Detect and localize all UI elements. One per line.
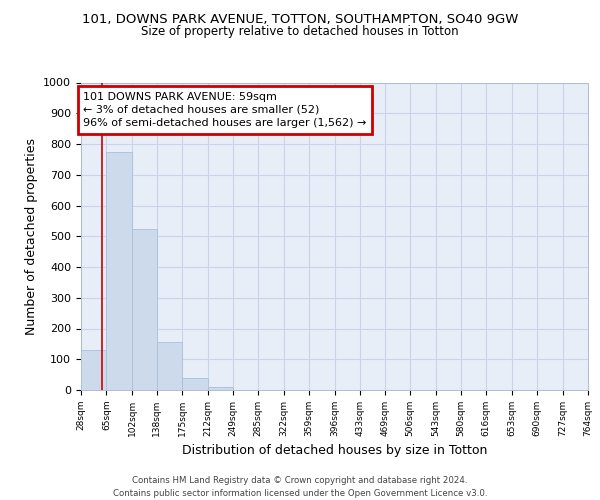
Text: 101 DOWNS PARK AVENUE: 59sqm
← 3% of detached houses are smaller (52)
96% of sem: 101 DOWNS PARK AVENUE: 59sqm ← 3% of det… — [83, 92, 367, 128]
Text: Contains HM Land Registry data © Crown copyright and database right 2024.
Contai: Contains HM Land Registry data © Crown c… — [113, 476, 487, 498]
Y-axis label: Number of detached properties: Number of detached properties — [25, 138, 38, 335]
Text: Size of property relative to detached houses in Totton: Size of property relative to detached ho… — [141, 25, 459, 38]
X-axis label: Distribution of detached houses by size in Totton: Distribution of detached houses by size … — [182, 444, 487, 458]
Bar — [132, 228, 157, 390]
Bar — [208, 387, 233, 390]
Bar — [157, 342, 182, 390]
Bar — [81, 350, 106, 390]
Bar — [182, 378, 208, 390]
Bar — [106, 152, 132, 390]
Text: 101, DOWNS PARK AVENUE, TOTTON, SOUTHAMPTON, SO40 9GW: 101, DOWNS PARK AVENUE, TOTTON, SOUTHAMP… — [82, 12, 518, 26]
